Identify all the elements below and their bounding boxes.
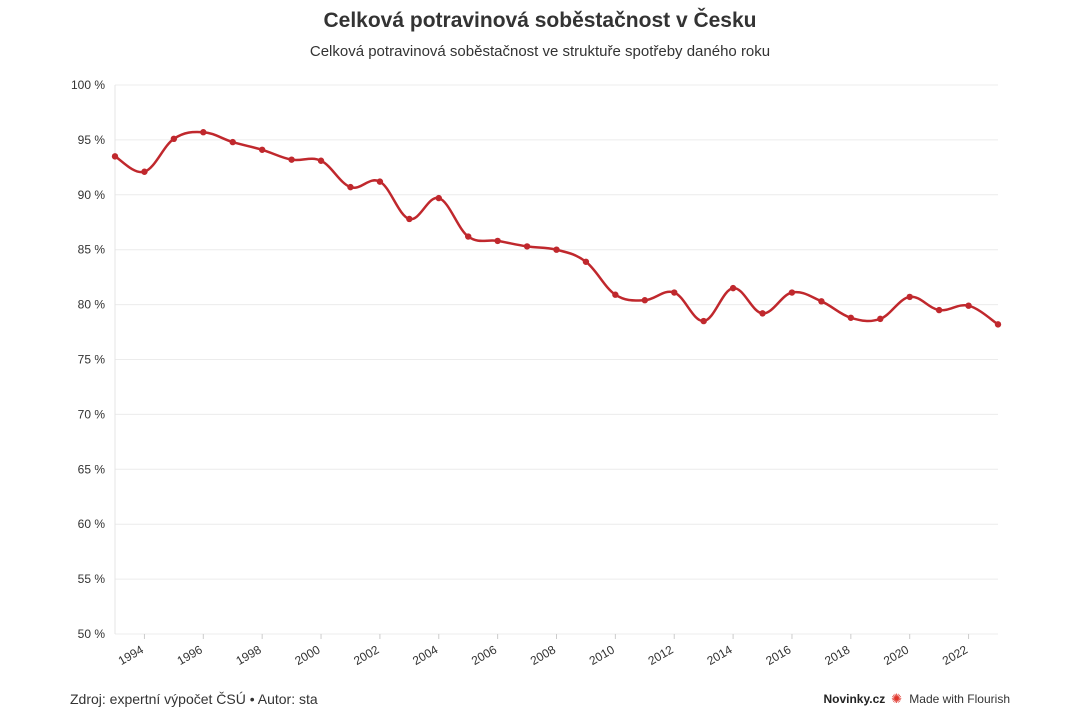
data-point (494, 237, 501, 245)
data-point (258, 146, 266, 153)
data-point (582, 258, 590, 265)
data-point (847, 314, 855, 321)
x-axis-ticks: 1994 1996 1998 2000 2002 2004 2006 2008 2010 2012… (116, 634, 970, 668)
x-tick-label: 2004 (410, 642, 440, 668)
y-tick-label: 100 % (71, 78, 105, 92)
y-tick-label: 80 % (78, 298, 106, 312)
x-tick-label: 2014 (704, 642, 734, 668)
made-with-flourish-link[interactable]: Made with Flourish (909, 692, 1010, 706)
x-tick-label: 1994 (116, 642, 146, 668)
y-tick-label: 60 % (78, 517, 106, 531)
data-point (877, 315, 884, 323)
source-note: Zdroj: expertní výpočet ČSÚ • Autor: sta (70, 691, 318, 707)
footer-credits: Novinky.cz ✺ Made with Flourish (823, 692, 1010, 706)
data-point (818, 298, 825, 305)
data-point (465, 233, 472, 240)
x-tick-label: 1998 (234, 642, 264, 668)
data-point (347, 183, 354, 191)
data-point (729, 284, 737, 292)
series-line (114, 130, 999, 326)
flourish-icon: ✺ (891, 691, 903, 706)
x-tick-label: 1996 (175, 642, 205, 668)
data-point (111, 153, 119, 160)
x-tick-label: 2006 (469, 642, 499, 668)
data-point (700, 317, 707, 325)
x-tick-label: 2022 (940, 642, 970, 668)
x-tick-label: 2012 (646, 642, 676, 668)
x-tick-label: 2008 (528, 642, 558, 668)
y-tick-label: 55 % (78, 572, 106, 586)
y-tick-label: 70 % (78, 407, 106, 421)
x-tick-label: 2010 (587, 642, 617, 668)
chart-subtitle: Celková potravinová soběstačnost ve stru… (309, 43, 771, 60)
chart-title: Celková potravinová soběstačnost v Česku (323, 9, 757, 32)
data-point (641, 297, 648, 304)
data-point (406, 215, 413, 223)
y-tick-label: 65 % (78, 462, 106, 476)
data-point (317, 157, 325, 164)
x-tick-label: 2018 (822, 642, 852, 668)
data-point (994, 321, 1002, 328)
data-point (288, 156, 295, 163)
y-tick-label: 90 % (78, 188, 106, 202)
data-point (229, 138, 236, 146)
data-point (141, 168, 148, 175)
data-point (612, 291, 619, 298)
data-point (935, 306, 943, 314)
data-point (523, 243, 531, 250)
brand-logo[interactable]: Novinky.cz (823, 692, 886, 706)
data-point (671, 289, 678, 296)
grid-lines (115, 84, 998, 635)
data-point (200, 129, 207, 136)
y-tick-label: 85 % (78, 243, 106, 257)
y-tick-label: 95 % (78, 133, 106, 147)
data-point (553, 246, 560, 253)
data-point (965, 302, 972, 309)
y-axis-ticks: 50 % 55 % 60 % 65 % 70 % 75 % 80 % 85 % 90 % 95 %… (71, 78, 105, 641)
x-tick-label: 2016 (763, 642, 793, 668)
data-point (906, 293, 913, 301)
data-point (435, 194, 442, 202)
data-point (376, 178, 384, 185)
data-point (170, 135, 178, 143)
y-tick-label: 50 % (78, 627, 106, 641)
data-point (788, 289, 796, 296)
series (111, 129, 1002, 328)
x-tick-label: 2020 (881, 642, 911, 668)
x-tick-label: 2002 (351, 642, 381, 668)
x-tick-label: 2000 (292, 642, 322, 668)
y-tick-label: 75 % (78, 353, 106, 367)
data-point (759, 310, 766, 317)
